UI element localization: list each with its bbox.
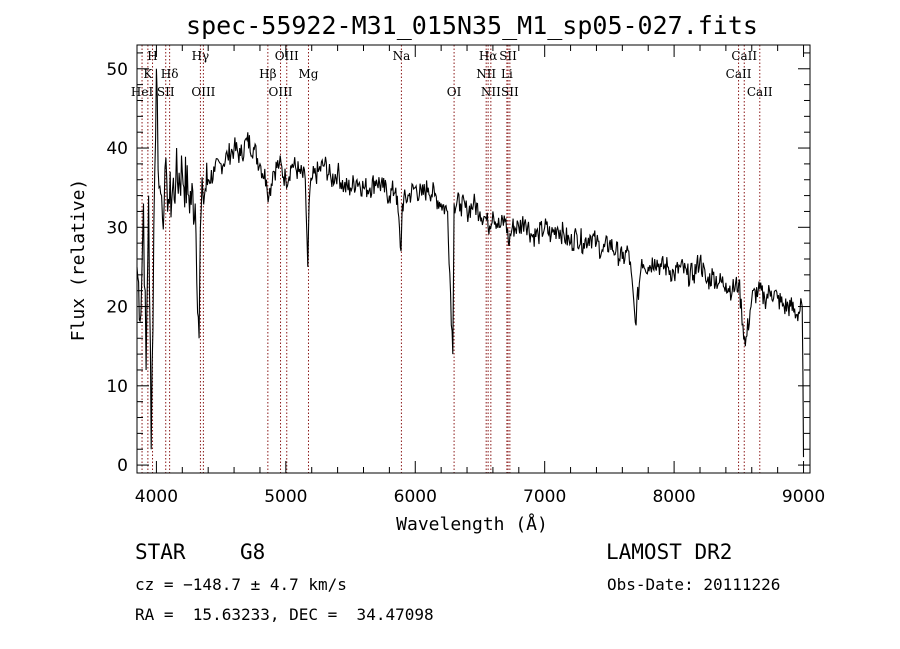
y-tick-label: 20	[106, 298, 128, 318]
survey-name: LAMOST DR2	[606, 540, 733, 564]
object-class: STAR	[135, 540, 186, 564]
coordinates: RA = 15.63233, DEC = 34.47098	[135, 605, 434, 624]
spectral-line-label: OIII	[191, 85, 215, 99]
spectral-line-label: Hγ	[192, 49, 210, 63]
spectral-line-label: OI	[447, 85, 462, 99]
y-tick-label: 0	[117, 456, 128, 476]
spectral-line-label: OIII	[275, 49, 299, 63]
spectral-line-label: K	[143, 67, 153, 81]
x-tick-label: 9000	[782, 487, 825, 507]
spectral-line-label: Hβ	[259, 67, 276, 81]
spectral-line-label: CaII	[726, 67, 752, 81]
spectral-line-label: Li	[501, 67, 513, 81]
y-tick-label: 30	[106, 218, 128, 238]
spectral-line-label: SII	[157, 85, 175, 99]
y-axis-label: Flux (relative)	[68, 179, 89, 342]
plot-frame	[136, 44, 811, 474]
x-tick-label: 8000	[652, 487, 695, 507]
x-tick-label: 4000	[135, 487, 178, 507]
x-tick-label: 7000	[523, 487, 566, 507]
x-axis-label: Wavelength (Å)	[396, 513, 548, 535]
obs-date: Obs-Date: 20111226	[607, 575, 781, 594]
y-tick-label: 40	[106, 139, 128, 159]
spectrum-series-line	[136, 68, 805, 458]
spectral-line-label: NII	[481, 85, 501, 99]
x-tick-label: 5000	[264, 487, 307, 507]
spectral-line-label: OIII	[268, 85, 292, 99]
spectral-line-label: Hδ	[161, 67, 179, 81]
spectral-line-label: CaII	[731, 49, 757, 63]
spectral-line-label: CaII	[747, 85, 773, 99]
spectral-line-label: NII	[476, 67, 496, 81]
spectral-line-label: SII	[499, 49, 517, 63]
spectral-line-label: Mg	[299, 67, 319, 81]
spectral-line-label: HeI	[131, 85, 154, 99]
spectral-line-label: Hα	[479, 49, 498, 63]
x-axis-ticks: 4000 5000 6000 7000 8000 9000	[135, 45, 825, 507]
redshift-text: cz = −148.7 ± 4.7 km/s	[135, 575, 347, 594]
object-subclass: G8	[240, 540, 266, 564]
spectral-line-label: SII	[501, 85, 519, 99]
chart-title: spec-55922-M31_015N35_M1_sp05-027.fits	[186, 11, 758, 40]
x-tick-label: 6000	[394, 487, 437, 507]
y-tick-label: 10	[106, 377, 128, 397]
y-axis-ticks: 0 10 20 30 40 50	[106, 52, 810, 476]
spectral-line-label: Na	[393, 49, 411, 63]
y-tick-label: 50	[106, 60, 128, 80]
spectral-line-label: H	[147, 49, 157, 63]
